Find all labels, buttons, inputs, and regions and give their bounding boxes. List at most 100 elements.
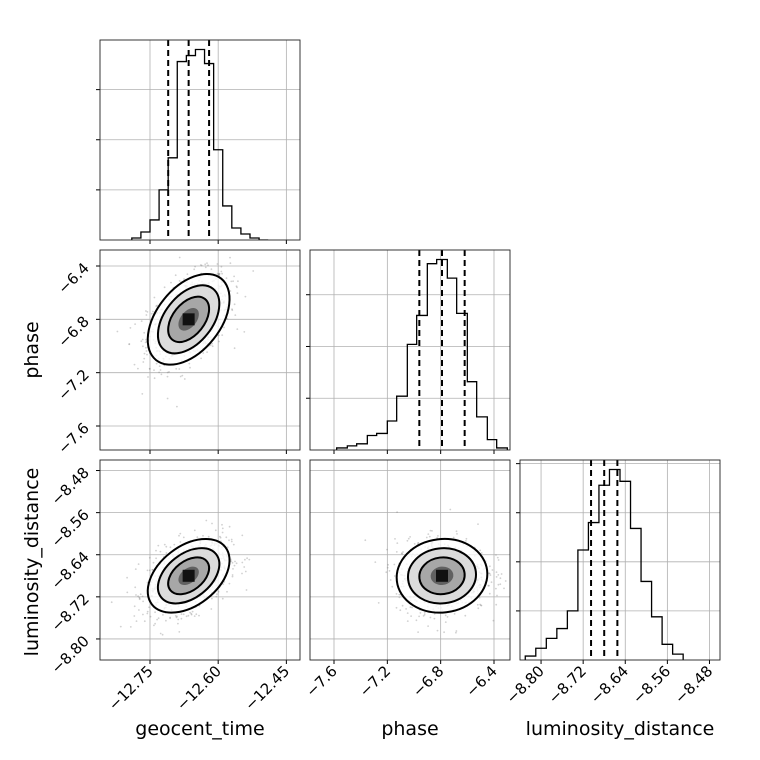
- scatter-point: [423, 611, 426, 614]
- scatter-point: [243, 331, 246, 333]
- scatter-point: [146, 311, 149, 313]
- y-tick-label-luminosity-distance: −8.80: [48, 632, 93, 677]
- scatter-point: [133, 605, 136, 608]
- scatter-point: [153, 624, 155, 627]
- scatter-point: [429, 616, 432, 619]
- panel-frame: [519, 459, 721, 661]
- scatter-point: [126, 591, 129, 594]
- panel-luminosity-distance-vs-phase: −7.6 −7.2 −6.8 −6.4: [302, 459, 511, 701]
- scatter-point: [229, 256, 231, 259]
- scatter-point: [443, 631, 445, 634]
- scatter-point: [214, 529, 217, 532]
- scatter-point: [178, 256, 181, 259]
- scatter-point: [178, 280, 181, 282]
- scatter-point: [156, 618, 159, 621]
- scatter-point: [110, 601, 113, 604]
- scatter-point: [176, 405, 178, 408]
- y-tick-label-luminosity-distance: −8.56: [48, 506, 93, 551]
- scatter-point: [194, 265, 197, 268]
- scatter-point: [142, 613, 144, 616]
- scatter-point: [174, 615, 177, 617]
- scatter-point: [417, 631, 419, 633]
- x-tick-label-luminosity-distance: −8.56: [629, 662, 674, 707]
- scatter-point: [180, 617, 183, 620]
- scatter-point: [193, 615, 196, 617]
- scatter-point: [163, 286, 166, 289]
- scatter-point: [161, 633, 164, 636]
- density-peak: [182, 313, 195, 326]
- scatter-point: [389, 579, 392, 581]
- scatter-point: [210, 268, 213, 271]
- scatter-point: [193, 529, 196, 532]
- scatter-point: [491, 569, 494, 571]
- scatter-point: [142, 345, 144, 348]
- panel-geocent-time-vs-geocent-time: [96, 39, 301, 244]
- x-tick-label-luminosity-distance: −8.64: [587, 662, 632, 707]
- scatter-point: [200, 264, 203, 267]
- scatter-point: [146, 610, 149, 613]
- scatter-point: [206, 351, 209, 353]
- scatter-point: [232, 543, 235, 546]
- y-axis-label-luminosity-distance: luminosity_distance: [21, 468, 43, 657]
- scatter-point: [193, 268, 196, 271]
- scatter-point: [195, 613, 198, 616]
- scatter-point: [499, 583, 502, 586]
- scatter-point: [395, 606, 398, 609]
- scatter-point: [479, 603, 481, 606]
- scatter-point: [223, 326, 225, 329]
- scatter-point: [158, 365, 161, 367]
- histogram-phase: [336, 258, 508, 450]
- scatter-point: [217, 590, 220, 593]
- scatter-point: [235, 562, 238, 565]
- scatter-point: [225, 277, 228, 279]
- scatter-point: [200, 357, 203, 360]
- scatter-point: [455, 631, 457, 634]
- scatter-point: [178, 534, 180, 537]
- scatter-point: [231, 308, 233, 311]
- scatter-point: [478, 596, 481, 599]
- scatter-point: [143, 352, 146, 355]
- scatter-point: [149, 615, 152, 618]
- scatter-point: [191, 610, 194, 613]
- scatter-point: [138, 609, 140, 611]
- scatter-point: [179, 375, 182, 378]
- scatter-point: [145, 338, 147, 341]
- scatter-point: [159, 632, 162, 635]
- density-peak: [436, 569, 448, 582]
- scatter-point: [433, 617, 436, 620]
- scatter-point: [147, 376, 149, 378]
- scatter-point: [221, 597, 224, 600]
- panel-frame: [309, 249, 511, 451]
- scatter-point: [409, 606, 412, 608]
- scatter-point: [211, 342, 214, 345]
- scatter-point: [183, 378, 186, 380]
- scatter-point: [216, 263, 219, 265]
- scatter-point: [137, 367, 139, 370]
- scatter-point: [207, 264, 209, 267]
- scatter-point: [395, 593, 398, 595]
- scatter-point: [150, 312, 153, 315]
- scatter-point: [142, 600, 145, 603]
- scatter-point: [233, 275, 236, 278]
- scatter-point: [465, 540, 467, 542]
- scatter-point: [496, 594, 498, 597]
- scatter-point: [488, 584, 490, 587]
- scatter-point: [233, 347, 236, 350]
- scatter-point: [410, 615, 412, 617]
- scatter-point: [166, 371, 169, 374]
- scatter-point: [148, 368, 151, 370]
- scatter-point: [477, 607, 480, 610]
- scatter-point: [119, 625, 122, 628]
- y-tick-label-phase: −7.2: [54, 366, 92, 404]
- scatter-point: [141, 338, 144, 341]
- scatter-point: [138, 596, 141, 599]
- x-tick-label-phase: −7.2: [356, 662, 394, 700]
- scatter-point: [134, 323, 137, 325]
- panel-phase-vs-phase: [306, 249, 511, 454]
- x-axis-label-geocent-time: geocent_time: [135, 718, 264, 740]
- scatter-point: [202, 352, 205, 354]
- scatter-point: [153, 296, 156, 299]
- x-tick-label-geocent-time: −12.45: [241, 662, 293, 714]
- scatter-point: [406, 539, 409, 542]
- scatter-point: [453, 613, 456, 615]
